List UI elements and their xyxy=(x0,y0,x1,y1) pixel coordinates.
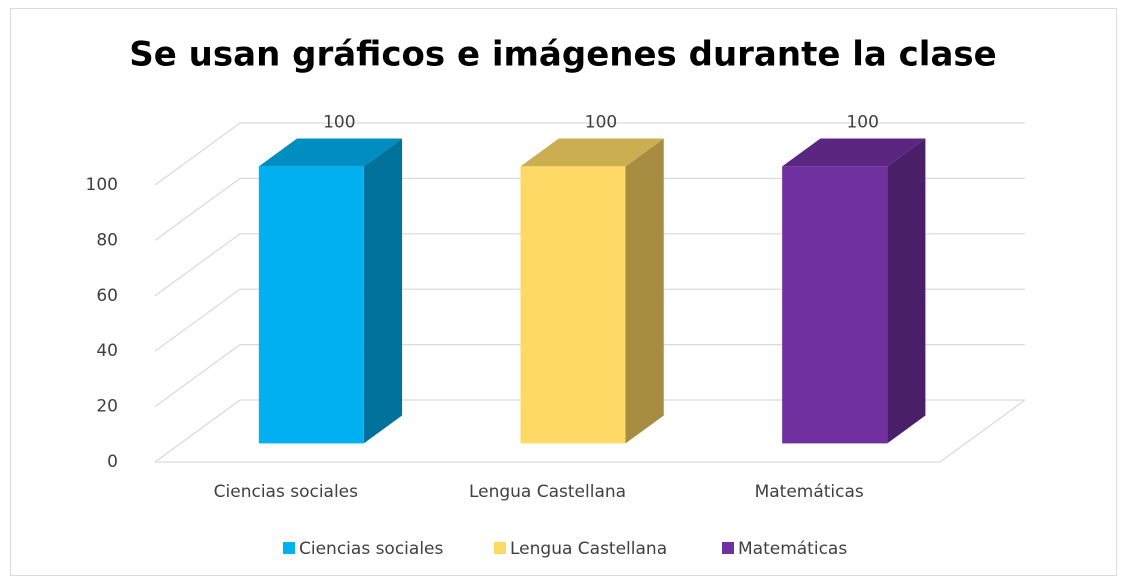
grid-line xyxy=(154,288,241,352)
bar xyxy=(520,166,626,444)
grid-line xyxy=(154,233,241,297)
bar-side xyxy=(363,138,403,444)
y-tick-label: 0 xyxy=(107,452,118,472)
grid-line xyxy=(154,122,241,186)
grid-line xyxy=(154,177,241,241)
grid-line xyxy=(154,344,241,408)
legend-swatch xyxy=(283,542,295,554)
x-tick-label: Lengua Castellana xyxy=(469,482,626,502)
bar-top xyxy=(782,138,926,167)
legend-swatch xyxy=(722,542,734,554)
y-tick-label: 80 xyxy=(96,230,118,250)
x-tick-label: Ciencias sociales xyxy=(214,482,359,502)
legend-label: Ciencias sociales xyxy=(299,539,444,559)
bar-top xyxy=(520,138,664,167)
data-label: 100 xyxy=(585,113,617,133)
chart-title: Se usan gráficos e imágenes durante la c… xyxy=(129,35,996,75)
data-label: 100 xyxy=(323,113,355,133)
legend-label: Lengua Castellana xyxy=(510,539,667,559)
y-tick-label: 40 xyxy=(96,341,118,361)
y-tick-label: 60 xyxy=(96,286,118,306)
bar xyxy=(782,166,888,444)
legend-swatch xyxy=(494,542,506,554)
y-tick-label: 20 xyxy=(96,397,118,417)
data-label: 100 xyxy=(846,113,878,133)
y-tick-label: 100 xyxy=(86,175,118,195)
bar-side xyxy=(887,138,926,444)
grid-line xyxy=(154,399,241,463)
bar xyxy=(258,166,364,444)
legend-label: Matemáticas xyxy=(738,539,847,559)
x-tick-label: Matemáticas xyxy=(755,482,864,502)
floor-edge xyxy=(939,399,1026,463)
bar-top xyxy=(258,138,403,167)
bar-side xyxy=(625,138,664,444)
